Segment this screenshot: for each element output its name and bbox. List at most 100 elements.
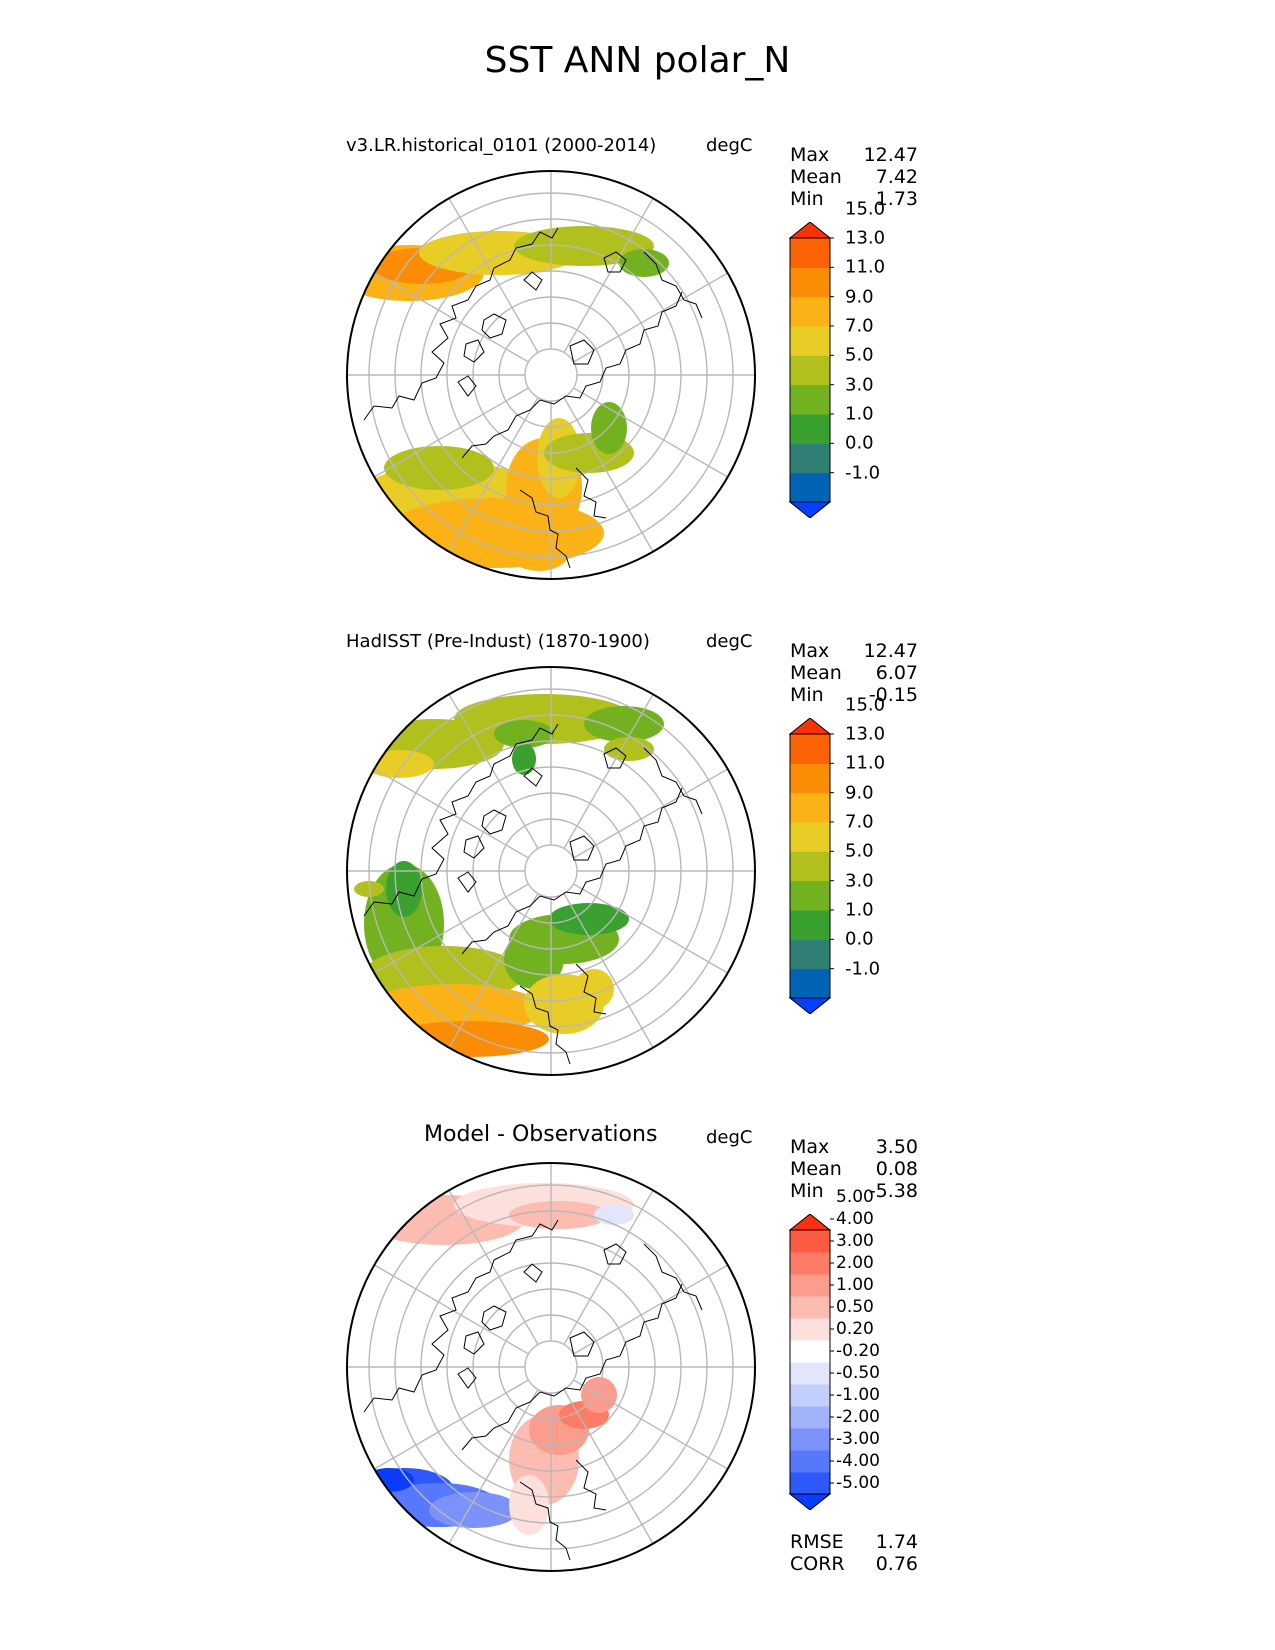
coastline [603,1243,627,1265]
colorbar-tick-label: 9.0 [845,286,874,308]
colorbar-bin [790,734,830,764]
colorbar-tick-label: 1.0 [845,403,874,425]
field-patch [549,903,629,935]
field-patch [604,737,654,761]
map-boundary [346,1162,756,1572]
coastline [461,291,683,459]
coastline [457,375,477,397]
colorbar-extend-min [788,1493,832,1510]
colorbar-bin [790,326,830,356]
panel-2-title: HadISST (Pre-Indust) (1870-1900) [346,631,650,652]
meridian-line [563,693,654,849]
panel-2-units: degC [706,631,753,652]
coastline [481,809,507,835]
coastline [523,767,543,787]
coastline [461,787,683,955]
colorbar-tick-label: -3.00 [836,1429,880,1449]
field-patch [584,706,664,742]
meridian-line [373,387,529,478]
coastline [643,251,703,319]
field-patch [429,1492,519,1528]
colorbar-extend-min [788,501,832,518]
colorbar-bin [790,1340,830,1363]
field-patch [594,1205,634,1225]
colorbar-tick-label: 5.0 [845,840,874,862]
colorbar-bin [790,792,830,823]
meridian-line [563,1189,654,1345]
colorbar-tick-label: 3.0 [845,870,874,892]
coastline [463,835,485,859]
colorbar-bin [790,763,830,794]
colorbar-bin [790,1406,830,1429]
colorbar-extend-max [788,718,832,735]
colorbar-frame [789,1229,831,1495]
colorbar-tick-label: 5.0 [845,344,874,366]
colorbar-tick-label: 3.00 [836,1231,874,1251]
coastlines [363,227,703,569]
colorbar-tick-label: -5.00 [836,1473,880,1493]
coastline [463,339,485,363]
panel-3-units: degC [706,1127,753,1148]
colorbar-bin [790,238,830,268]
meridian-line [563,397,654,553]
colorbar-extend-max [788,1214,832,1231]
coastline [481,1305,507,1331]
coastline [643,1243,703,1311]
colorbar-tick-label: -4.00 [836,1451,880,1471]
meridian-line [373,768,529,859]
colorbar-bin [790,851,830,882]
coastlines [363,1219,703,1561]
colorbar-tick-label: -1.00 [836,1385,880,1405]
colorbar-tick-label: 13.0 [845,723,886,745]
colorbar-bin [790,414,830,444]
colorbar-tick-label: -0.20 [836,1341,880,1361]
meridian-line [573,1379,729,1470]
panel-2-polar-map [346,666,756,1076]
coastline [569,1331,595,1357]
colorbar-bin [790,1296,830,1319]
colorbar-frame [789,733,831,999]
meridian-line [373,883,529,974]
colorbar-extend-min [788,997,832,1014]
map-ocean-background [347,1163,755,1571]
coastline [363,1219,559,1413]
field-patch [574,969,614,1009]
map-boundary [346,170,756,580]
meridian-line [573,1264,729,1355]
colorbar-tick-label: 0.0 [845,928,874,950]
colorbar-bin [790,1472,830,1495]
meridian-line [448,1189,539,1345]
colorbar-tick-label: -2.00 [836,1407,880,1427]
meridian-line [373,1379,529,1470]
coastline [575,963,607,1015]
colorbar-bin [790,1318,830,1341]
figure-title: SST ANN polar_N [484,40,791,81]
field-patch [386,861,422,917]
colorbar-bin [790,1252,830,1275]
colorbar-bin [790,1384,830,1407]
colorbar-tick-label: 0.20 [836,1319,874,1339]
panel-2-colorbar [788,718,834,1014]
field-patch [509,535,569,571]
coastline [481,313,507,339]
field-patch [512,743,536,775]
panel-1-polar-map [346,170,756,580]
colorbar-tick-label: -1.0 [845,462,881,484]
meridian-line [573,768,729,859]
coastline [461,1283,683,1451]
field-patch [509,1201,609,1229]
meridian-line [448,893,539,1049]
meridian-line [573,272,729,363]
panel-3-title: Model - Observations [424,1122,658,1147]
colorbar-tick-label: 13.0 [845,227,886,249]
colorbar-tick-label: 3.0 [845,374,874,396]
meridian-line [563,1389,654,1545]
panel-1-units: degC [706,135,753,156]
field-patch [384,446,494,490]
field-patch [364,750,434,778]
colorbar-bin [790,1428,830,1451]
coastline [519,1481,571,1561]
colorbar-tick-label: 11.0 [845,256,886,278]
colorbar-bin [790,939,830,970]
colorbar-tick-label: 9.0 [845,782,874,804]
